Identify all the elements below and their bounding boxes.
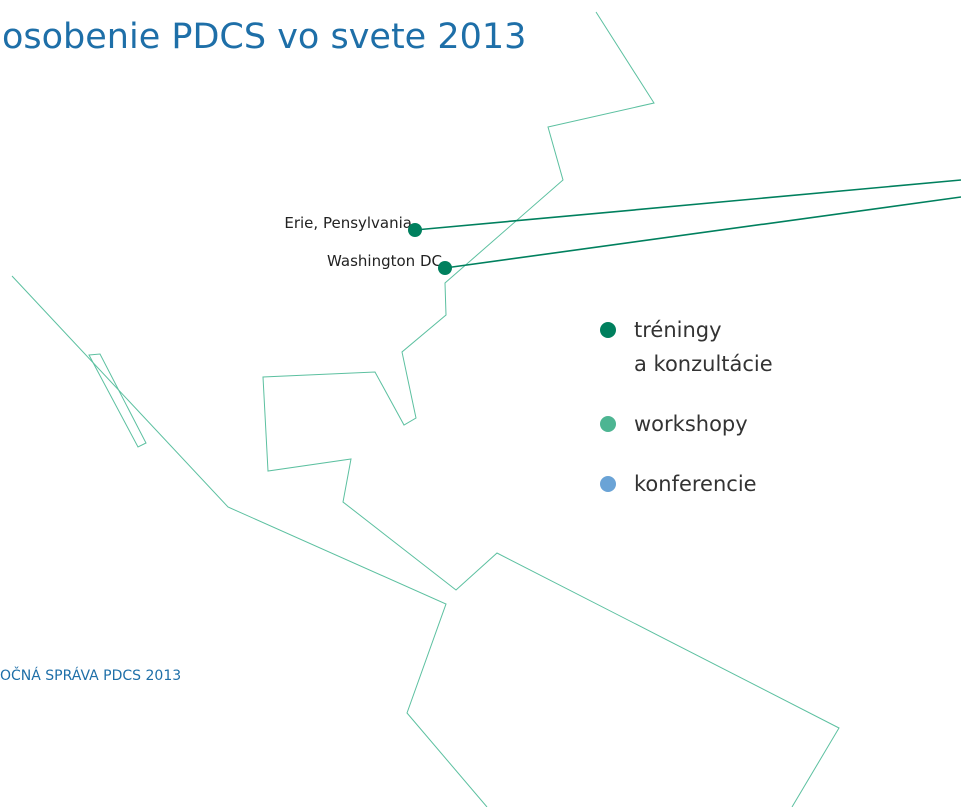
route bbox=[414, 179, 961, 231]
city-dot bbox=[408, 223, 422, 237]
legend-dot bbox=[600, 476, 616, 492]
footer: OČNÁ SPRÁVA PDCS 2013 bbox=[0, 666, 181, 684]
legend-label: konferencie bbox=[634, 472, 757, 496]
legend-label: workshopy bbox=[634, 412, 748, 436]
legend-label: a konzultácie bbox=[634, 352, 773, 376]
route bbox=[444, 196, 961, 269]
legend-dot bbox=[600, 416, 616, 432]
legend-dot bbox=[600, 322, 616, 338]
city-label: Erie, Pensylvania bbox=[284, 214, 412, 232]
city-dot bbox=[438, 261, 452, 275]
coastline bbox=[262, 11, 840, 807]
island bbox=[88, 353, 147, 448]
legend-label: tréningy bbox=[634, 318, 722, 342]
page-title: osobenie PDCS vo svete 2013 bbox=[2, 17, 526, 57]
coastline bbox=[11, 275, 488, 807]
city-label: Washington DC bbox=[327, 252, 442, 270]
